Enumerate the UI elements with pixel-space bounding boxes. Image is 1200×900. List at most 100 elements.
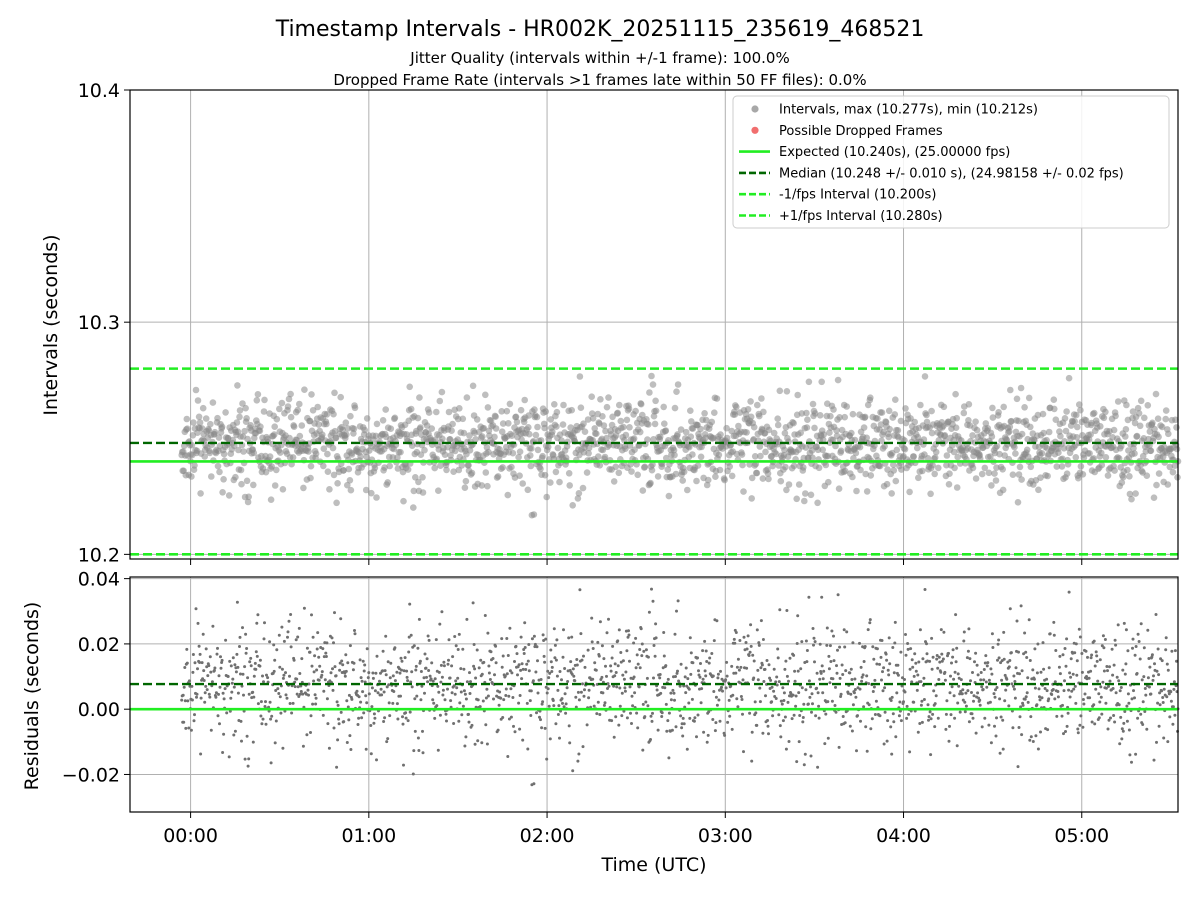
residual-point	[802, 702, 806, 706]
residual-point	[476, 739, 480, 743]
interval-point	[525, 424, 532, 431]
residual-point	[614, 715, 618, 719]
residual-point	[1055, 714, 1059, 718]
interval-point	[973, 426, 981, 434]
residual-point	[1037, 687, 1041, 691]
residual-point	[412, 644, 416, 648]
residual-point	[1150, 653, 1154, 657]
residual-point	[399, 656, 403, 660]
residual-point	[645, 676, 649, 680]
interval-point	[184, 425, 191, 433]
residual-point	[254, 667, 258, 671]
residual-point	[834, 710, 838, 714]
intervals-y-tick-label: 10.3	[78, 312, 120, 334]
residual-point	[813, 660, 816, 664]
residual-point	[715, 703, 719, 707]
residual-point	[796, 669, 800, 673]
residual-point	[538, 715, 541, 719]
residual-point	[481, 699, 485, 703]
residual-point	[403, 656, 407, 660]
interval-point	[609, 413, 616, 421]
residual-point	[638, 666, 642, 670]
residual-point	[735, 665, 739, 669]
residual-point	[505, 637, 509, 640]
residual-point	[974, 651, 978, 655]
residual-point	[325, 697, 329, 701]
residual-point	[364, 747, 368, 751]
interval-point	[928, 429, 936, 437]
residual-point	[1026, 676, 1030, 680]
interval-point	[1097, 423, 1104, 430]
interval-point	[969, 432, 976, 439]
residual-point	[925, 652, 929, 656]
residual-point	[620, 691, 624, 695]
residual-point	[893, 620, 897, 624]
residual-point	[964, 691, 968, 695]
residual-point	[404, 716, 408, 720]
interval-point	[499, 420, 507, 427]
residual-point	[987, 678, 991, 682]
residual-point	[953, 716, 957, 720]
residual-point	[401, 715, 404, 719]
residual-point	[345, 699, 349, 703]
interval-point	[892, 396, 899, 404]
residual-point	[453, 635, 457, 638]
residual-point	[1158, 703, 1162, 707]
interval-point	[183, 415, 191, 423]
residual-point	[762, 680, 766, 683]
residual-point	[961, 698, 965, 702]
residual-point	[815, 671, 819, 675]
interval-point	[1077, 463, 1085, 470]
interval-point	[1132, 490, 1139, 497]
interval-point	[208, 473, 215, 480]
interval-point	[482, 469, 490, 476]
interval-point	[1018, 430, 1026, 438]
interval-point	[674, 381, 682, 388]
residual-point	[220, 658, 224, 662]
residual-point	[805, 660, 809, 664]
residual-point	[1092, 703, 1096, 707]
residual-point	[314, 702, 318, 706]
residual-point	[1068, 671, 1072, 675]
residual-point	[182, 685, 186, 689]
residual-point	[443, 698, 447, 702]
interval-point	[952, 424, 960, 432]
residual-point	[878, 662, 881, 666]
residual-point	[671, 688, 675, 692]
residual-point	[986, 661, 990, 665]
legend-label: Expected (10.240s), (25.00000 fps)	[779, 145, 1010, 160]
interval-point	[1063, 408, 1070, 415]
residual-point	[457, 719, 461, 723]
residual-point	[1122, 721, 1126, 725]
residual-point	[660, 715, 664, 718]
interval-point	[527, 462, 535, 470]
interval-point	[835, 485, 843, 493]
residual-point	[446, 662, 450, 666]
residual-point	[556, 688, 560, 692]
residual-point	[1019, 705, 1023, 709]
residual-point	[699, 701, 703, 705]
interval-point	[415, 478, 422, 486]
residual-point	[959, 678, 963, 682]
residual-point	[416, 646, 420, 650]
interval-point	[991, 470, 998, 477]
residual-point	[755, 628, 759, 632]
residual-point	[336, 703, 340, 707]
residual-point	[346, 705, 350, 709]
legend-label: Median (10.248 +/- 0.010 s), (24.98158 +…	[779, 166, 1124, 181]
interval-point	[541, 471, 549, 479]
interval-point	[553, 423, 560, 430]
residual-point	[1160, 659, 1164, 663]
residual-point	[1012, 674, 1016, 678]
interval-point	[236, 413, 243, 421]
residual-point	[654, 636, 658, 640]
residual-point	[233, 663, 237, 667]
residual-point	[297, 695, 301, 698]
interval-point	[929, 461, 936, 469]
residual-point	[607, 684, 611, 688]
residual-point	[185, 647, 189, 651]
residual-point	[793, 669, 797, 673]
residual-point	[1058, 672, 1062, 676]
residual-point	[208, 655, 212, 659]
residual-point	[231, 677, 235, 681]
